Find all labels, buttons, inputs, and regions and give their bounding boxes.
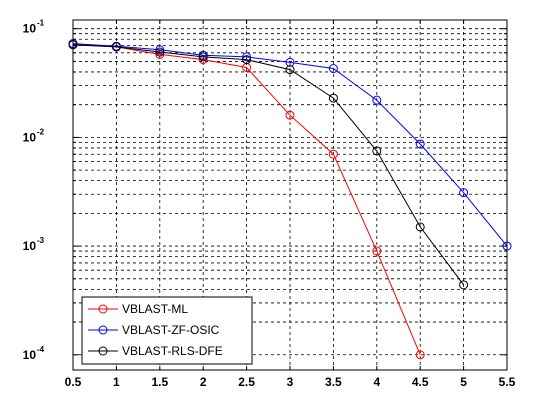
series-marker xyxy=(285,65,295,75)
legend-marker xyxy=(98,346,108,356)
series-line xyxy=(72,44,465,286)
grid xyxy=(72,20,508,370)
x-tick-label: 3 xyxy=(287,375,294,389)
series-marker xyxy=(155,45,165,55)
series-group xyxy=(68,39,512,360)
series-line xyxy=(72,43,508,247)
series-marker xyxy=(372,146,382,156)
x-tick-label: 4 xyxy=(373,375,380,389)
y-tick-label: 10 xyxy=(23,22,37,36)
legend-label: VBLAST-ZF-OSIC xyxy=(122,323,220,337)
series-marker xyxy=(415,222,425,232)
legend-label: VBLAST-RLS-DFE xyxy=(122,344,223,358)
series-marker xyxy=(285,110,295,120)
series-marker xyxy=(415,350,425,360)
legend-marker xyxy=(98,325,108,335)
series-marker xyxy=(242,52,252,62)
y-tick-label: 10 xyxy=(23,239,37,253)
legend-marker xyxy=(98,304,108,314)
series-marker xyxy=(328,93,338,103)
y-tick-label: 10 xyxy=(23,130,37,144)
series-marker xyxy=(372,246,382,256)
y-tick-label-exponent: -3 xyxy=(37,236,45,245)
x-tick-label: 1 xyxy=(113,375,120,389)
series-marker xyxy=(242,55,252,65)
axis-ticks: 0.5 1 1.5 2 2.5 3 3.5 4 4.5 5 5.510-110-210-310-4 xyxy=(23,19,516,389)
y-tick-label-exponent: -1 xyxy=(37,19,45,28)
y-tick-label: 10 xyxy=(23,348,37,362)
legend-label: VBLAST-ML xyxy=(122,302,188,316)
series-marker xyxy=(459,188,469,198)
series-marker xyxy=(328,64,338,74)
series-marker xyxy=(198,52,208,62)
series-marker xyxy=(155,49,165,59)
x-tick-label: 2 xyxy=(200,375,207,389)
series-line xyxy=(72,43,421,355)
y-tick-label-exponent: -4 xyxy=(37,345,45,354)
x-tick-label: 0.5 xyxy=(65,375,82,389)
x-tick-label: 5.5 xyxy=(499,375,516,389)
x-tick-label: 1.5 xyxy=(151,375,168,389)
y-tick-label-exponent: -2 xyxy=(37,127,45,136)
series-marker xyxy=(459,280,469,290)
series-marker xyxy=(415,139,425,149)
x-tick-label: 4.5 xyxy=(412,375,429,389)
series-marker xyxy=(111,42,121,52)
legend: VBLAST-ML VBLAST-ZF-OSIC VBLAST-RLS-DFE xyxy=(81,296,253,365)
x-tick-label: 3.5 xyxy=(325,375,342,389)
series-marker xyxy=(285,57,295,67)
series-marker xyxy=(155,47,165,57)
x-tick-label: 2.5 xyxy=(238,375,255,389)
series-marker xyxy=(372,95,382,105)
x-tick-label: 5 xyxy=(460,375,467,389)
series-marker xyxy=(328,149,338,159)
